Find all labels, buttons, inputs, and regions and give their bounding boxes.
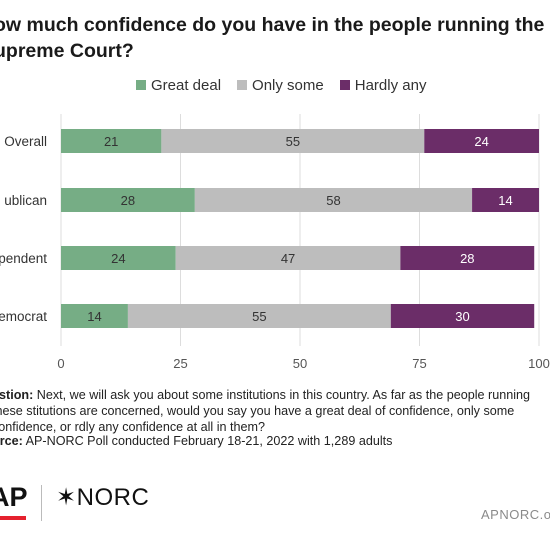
data-label: 21 (104, 134, 118, 149)
data-label: 47 (281, 251, 295, 266)
ap-logo: AP (0, 482, 28, 520)
bar-segment (61, 188, 195, 212)
norc-logo-text: NORC (76, 484, 150, 511)
source-label: urce: (0, 434, 23, 448)
category-label: Overall (4, 134, 47, 149)
bar-segment (400, 246, 535, 270)
legend-swatch-only-some (237, 80, 248, 90)
chart-title: ow much confidence do you have in the pe… (0, 14, 545, 62)
norc-logo: ✶NORC (56, 484, 149, 512)
x-tick-label: 50 (293, 356, 307, 371)
bar-segment (161, 129, 425, 153)
x-tick-label: 25 (173, 356, 187, 371)
data-label: 55 (252, 309, 266, 324)
apnorc-url: APNORC.org (481, 507, 550, 522)
data-label: 14 (498, 193, 512, 208)
logo-divider (41, 485, 42, 521)
x-tick-label: 100 (528, 356, 550, 371)
stacked-bar-chart: 0 25 50 75 100 Overall 21 55 24 ublican 28 58 14 pend… (0, 114, 550, 371)
norc-star-icon: ✶ (56, 484, 77, 511)
bar-segment (61, 304, 128, 328)
bar-segment (175, 246, 401, 270)
bar-segment (472, 188, 539, 212)
legend-swatch-hardly-any (339, 80, 350, 90)
source-note: urce: AP-NORC Poll conducted February 18… (0, 433, 550, 449)
data-label: 14 (87, 309, 101, 324)
bar-segment (424, 129, 539, 153)
bar-segment (127, 304, 391, 328)
bar-segment (61, 246, 176, 270)
data-label: 30 (455, 309, 469, 324)
question-note: estion: Next, we will ask you about some… (0, 387, 550, 435)
category-label: emocrat (0, 309, 47, 324)
ap-logo-bar (0, 516, 26, 520)
data-label: 58 (326, 193, 340, 208)
legend-label-hardly-any: Hardly any (354, 76, 427, 94)
legend-swatch-great-deal (136, 80, 146, 90)
source-text: AP-NORC Poll conducted February 18-21, 2… (25, 434, 393, 448)
data-label: 24 (111, 251, 125, 266)
x-tick-label: 75 (412, 356, 426, 371)
legend-item-hardly-any: Hardly any (339, 76, 427, 94)
x-tick-label: 0 (57, 356, 64, 371)
bar-segment (194, 188, 473, 212)
legend-label-great-deal: Great deal (151, 76, 222, 94)
data-label: 28 (121, 193, 135, 208)
bar-segment (61, 129, 162, 153)
ap-logo-text: AP (0, 482, 28, 512)
question-label: estion: (0, 388, 34, 402)
legend-label-only-some: Only some (252, 76, 324, 94)
question-text: Next, we will ask you about some institu… (0, 388, 531, 434)
bar-segment (390, 304, 535, 328)
data-label: 24 (474, 134, 488, 149)
category-label: pendent (0, 251, 47, 266)
category-label: ublican (4, 193, 47, 208)
data-label: 55 (286, 134, 300, 149)
legend-item-only-some: Only some (237, 77, 324, 94)
data-label: 28 (460, 251, 474, 266)
legend-item-great-deal: Great deal (136, 77, 221, 94)
chart-legend: Great deal Only some Hardly any (136, 76, 442, 94)
